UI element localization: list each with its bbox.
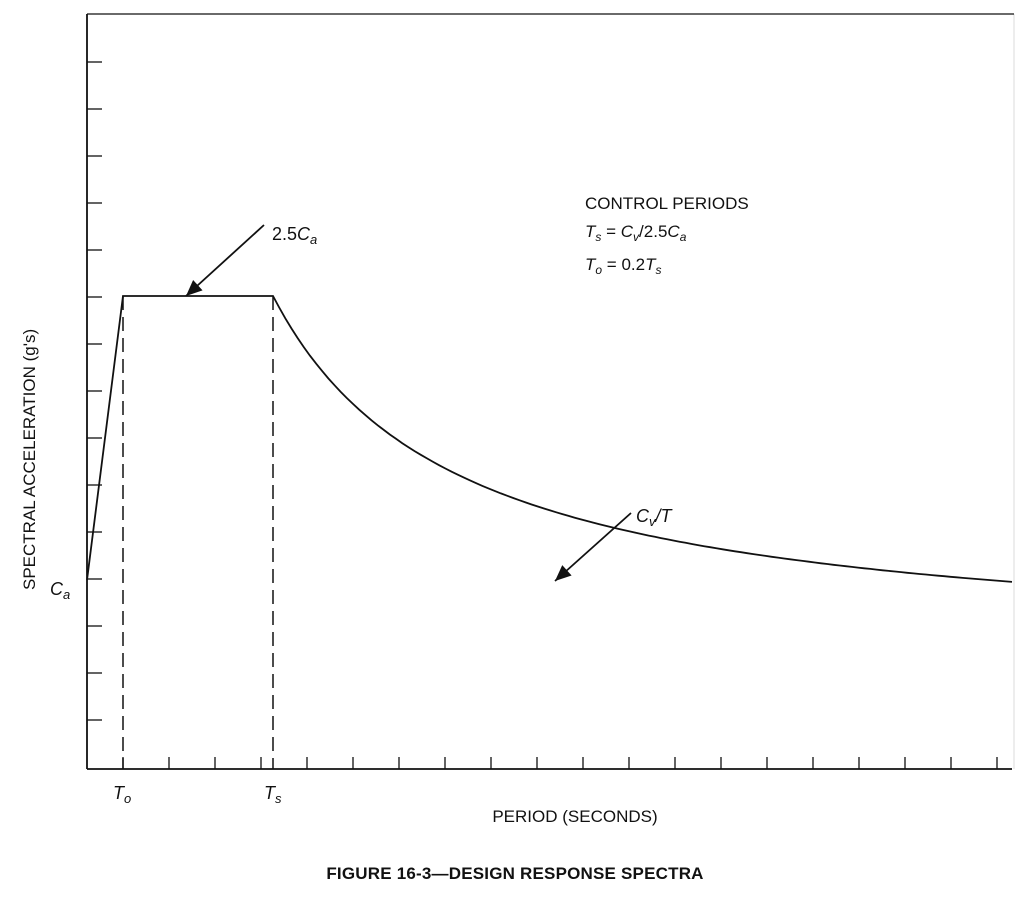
plateau-label: 2.5Ca <box>272 224 317 247</box>
plateau-arrow-head <box>186 280 203 296</box>
figure-caption: FIGURE 16-3—DESIGN RESPONSE SPECTRA <box>326 864 704 883</box>
annotation-arrows <box>185 224 632 582</box>
control-periods-eq2: To = 0.2Ts <box>585 255 661 277</box>
spectrum-curve <box>86 295 1013 583</box>
control-periods-heading: CONTROL PERIODS <box>585 194 749 213</box>
axis-ticks <box>87 61 998 769</box>
decay-label: Cv/T <box>636 506 674 529</box>
x-marker-ts: Ts <box>264 783 282 806</box>
decay-arrow-shaft <box>554 512 632 582</box>
plateau-arrow-shaft <box>185 224 265 297</box>
control-periods-eq1: Ts = Cv/2.5Ca <box>585 222 687 244</box>
decay-arrow-head <box>555 565 572 581</box>
y-marker-ca: Ca <box>50 579 70 602</box>
y-axis-label: SPECTRAL ACCELERATION (g's) <box>20 328 39 590</box>
x-axis-label: PERIOD (SECONDS) <box>492 807 658 826</box>
control-period-dashed-lines <box>122 296 274 769</box>
x-marker-to: To <box>113 783 131 806</box>
axes <box>86 13 1015 770</box>
